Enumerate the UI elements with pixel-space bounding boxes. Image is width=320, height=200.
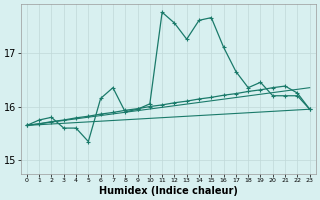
X-axis label: Humidex (Indice chaleur): Humidex (Indice chaleur) (99, 186, 238, 196)
